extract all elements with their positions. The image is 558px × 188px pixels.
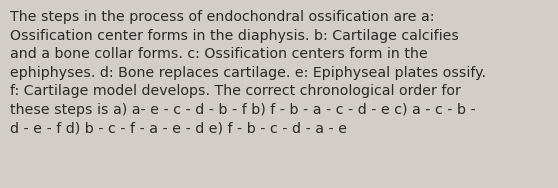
- Text: The steps in the process of endochondral ossification are a:
Ossification center: The steps in the process of endochondral…: [10, 10, 486, 136]
